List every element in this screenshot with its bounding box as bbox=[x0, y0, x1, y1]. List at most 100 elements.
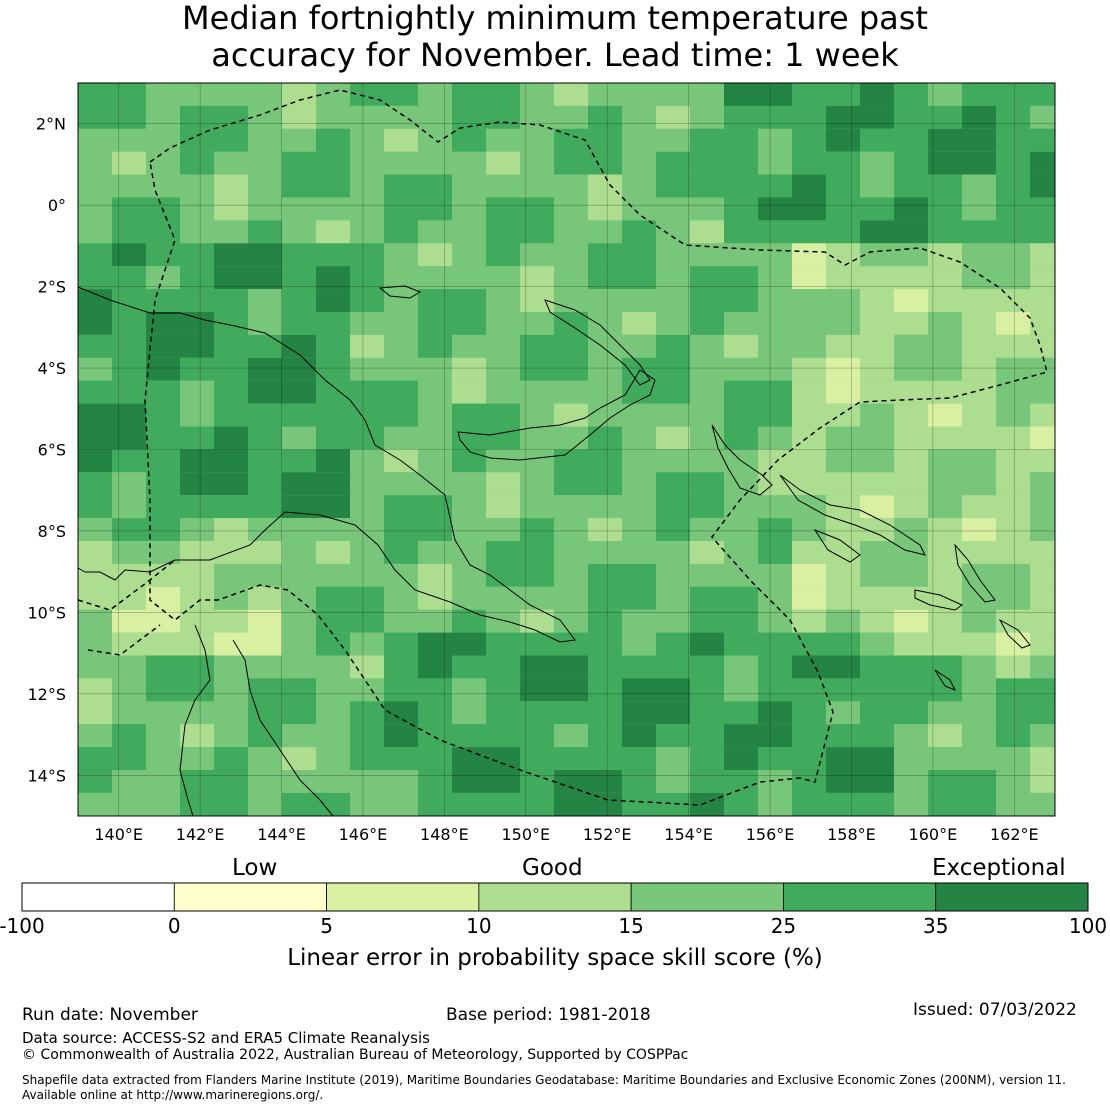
grid-cell bbox=[486, 518, 520, 541]
grid-cell bbox=[248, 220, 282, 244]
grid-cell bbox=[214, 266, 248, 290]
grid-cell bbox=[622, 495, 656, 519]
grid-cell bbox=[690, 289, 724, 312]
grid-cell bbox=[180, 197, 214, 221]
colorbar-bins bbox=[21, 882, 1089, 912]
grid-cell bbox=[486, 197, 520, 221]
grid-cell bbox=[826, 426, 860, 450]
grid-cell bbox=[758, 151, 792, 175]
grid-cell bbox=[112, 357, 146, 381]
grid-cell bbox=[962, 449, 996, 473]
grid-cell bbox=[622, 563, 656, 587]
grid-cell bbox=[962, 632, 996, 656]
grid-cell bbox=[452, 312, 486, 335]
longitude-ticks: 140°E 142°E 144°E 146°E 148°E 150°E 152°E 154°E… bbox=[94, 825, 1038, 844]
grid-cell bbox=[1030, 266, 1055, 290]
grid-cell bbox=[146, 289, 180, 312]
grid-cell bbox=[554, 197, 588, 221]
grid-cell bbox=[248, 174, 282, 198]
grid-cell bbox=[860, 312, 894, 335]
grid-cell bbox=[928, 403, 962, 427]
indonesia-eez-boundary bbox=[87, 624, 161, 656]
grid-cell bbox=[622, 197, 656, 221]
grid-cell bbox=[214, 289, 248, 312]
grid-cell bbox=[588, 128, 622, 152]
grid-cell bbox=[452, 632, 486, 656]
grid-cell bbox=[554, 770, 588, 793]
grid-cell bbox=[622, 266, 656, 290]
grid-cell bbox=[78, 472, 112, 496]
grid-cell bbox=[826, 541, 860, 564]
grid-cell bbox=[622, 105, 656, 129]
grid-cell bbox=[146, 83, 180, 106]
grid-cell bbox=[486, 243, 520, 267]
grid-cell bbox=[418, 678, 452, 702]
grid-cell bbox=[180, 105, 214, 129]
grid-cell bbox=[860, 609, 894, 633]
grid-cell bbox=[112, 289, 146, 312]
grid-cell bbox=[282, 518, 316, 541]
lon-tick-label: 148°E bbox=[420, 825, 469, 844]
grid-cell bbox=[452, 266, 486, 290]
grid-cell bbox=[656, 83, 690, 106]
grid-cell bbox=[248, 128, 282, 152]
grid-cell bbox=[588, 541, 622, 564]
grid-cell bbox=[792, 449, 826, 473]
grid-cell bbox=[690, 495, 724, 519]
grid-cell bbox=[112, 586, 146, 610]
grid-cell bbox=[656, 174, 690, 198]
grid-cell bbox=[146, 357, 180, 381]
grid-cell bbox=[656, 747, 690, 770]
grid-cell bbox=[656, 495, 690, 519]
grid-cell bbox=[418, 357, 452, 381]
grid-cell bbox=[622, 289, 656, 312]
grid-cell bbox=[78, 792, 112, 816]
grid-cell bbox=[180, 792, 214, 816]
grid-cell bbox=[316, 151, 350, 175]
grid-cell bbox=[418, 105, 452, 129]
grid-cell bbox=[418, 197, 452, 221]
grid-cell bbox=[894, 541, 928, 564]
grid-cell bbox=[826, 678, 860, 702]
grid-cell bbox=[350, 655, 384, 679]
grid-cell bbox=[418, 747, 452, 770]
grid-cell bbox=[656, 701, 690, 725]
map-title: Median fortnightly minimum temperature p… bbox=[0, 0, 1110, 74]
grid-cell bbox=[520, 197, 554, 221]
grid-cell bbox=[520, 678, 554, 702]
grid-cell bbox=[282, 289, 316, 312]
latitude-ticks: 2°N 0° 2°S 4°S 6°S 8°S 10°S 12°S 14°S bbox=[27, 115, 66, 786]
grid-cell bbox=[894, 563, 928, 587]
grid-cell bbox=[826, 197, 860, 221]
grid-cell bbox=[248, 747, 282, 770]
grid-cell bbox=[214, 495, 248, 519]
grid-cell bbox=[452, 541, 486, 564]
grid-cell bbox=[146, 632, 180, 656]
grid-cell bbox=[350, 403, 384, 427]
grid-cell bbox=[146, 678, 180, 702]
grid-cell bbox=[248, 770, 282, 793]
grid-cell bbox=[588, 632, 622, 656]
grid-cell bbox=[452, 449, 486, 473]
grid-cell bbox=[758, 678, 792, 702]
grid-cell bbox=[78, 724, 112, 748]
grid-cell bbox=[78, 678, 112, 702]
grid-cell bbox=[282, 334, 316, 358]
grid-cell bbox=[78, 128, 112, 152]
grid-cell bbox=[520, 128, 554, 152]
grid-cell bbox=[418, 266, 452, 290]
grid-cell bbox=[758, 357, 792, 381]
grid-cell bbox=[724, 541, 758, 564]
grid-cell bbox=[1030, 220, 1055, 244]
grid-cell bbox=[384, 380, 418, 404]
grid-cell bbox=[282, 609, 316, 633]
grid-cell bbox=[996, 266, 1030, 290]
grid-cell bbox=[520, 105, 554, 129]
grid-cell bbox=[962, 312, 996, 335]
grid-cell bbox=[214, 312, 248, 335]
run-date: Run date: November bbox=[22, 1005, 198, 1025]
grid-cell bbox=[758, 563, 792, 587]
grid-cell bbox=[792, 724, 826, 748]
grid-cell bbox=[996, 747, 1030, 770]
grid-cell bbox=[894, 678, 928, 702]
